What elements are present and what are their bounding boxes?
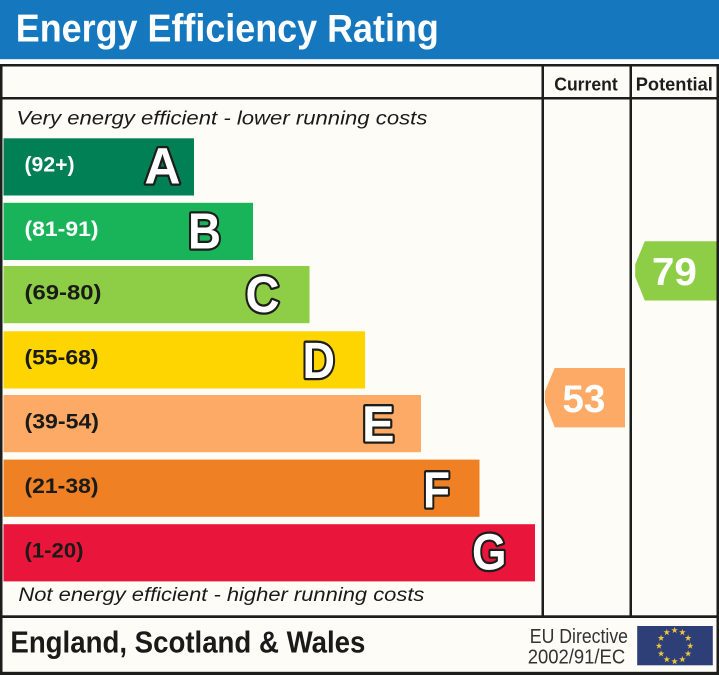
svg-text:D: D [303,332,336,389]
svg-text:(1-20): (1-20) [25,540,84,563]
svg-text:A: A [145,138,181,195]
svg-text:C: C [246,266,280,323]
svg-text:EU Directive: EU Directive [530,626,628,648]
svg-text:G: G [472,524,507,581]
svg-text:Potential: Potential [636,75,713,95]
svg-text:(92+): (92+) [25,154,75,177]
svg-text:2002/91/EC: 2002/91/EC [528,647,626,669]
svg-text:E: E [362,395,395,452]
svg-text:Current: Current [554,75,618,95]
svg-text:53: 53 [562,378,605,421]
svg-text:79: 79 [652,251,697,294]
svg-text:Energy Efficiency Rating: Energy Efficiency Rating [16,8,439,51]
svg-text:(69-80): (69-80) [25,281,102,304]
svg-text:(55-68): (55-68) [25,347,99,370]
svg-text:(39-54): (39-54) [25,410,100,433]
svg-text:B: B [188,203,221,260]
svg-text:Not energy efficient - higher: Not energy efficient - higher running co… [18,585,425,606]
svg-text:(21-38): (21-38) [25,475,99,498]
svg-text:F: F [423,461,450,518]
svg-text:England, Scotland & Wales: England, Scotland & Wales [10,624,365,659]
svg-text:Very energy efficient - lower: Very energy efficient - lower running co… [16,109,428,130]
svg-text:(81-91): (81-91) [25,218,99,241]
